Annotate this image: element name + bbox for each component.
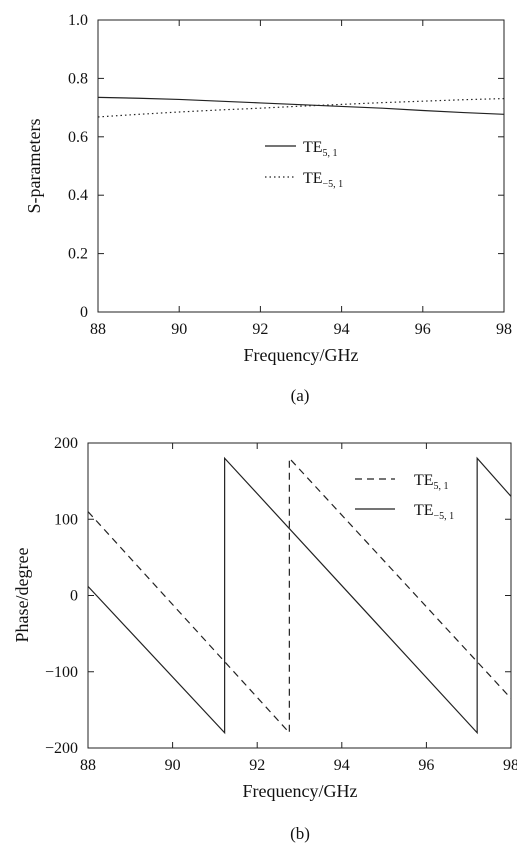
y-tick-label: 1.0	[68, 12, 88, 29]
x-tick-label: 94	[334, 757, 350, 774]
x-tick-label: 88	[90, 321, 106, 338]
plot-frame-a	[97, 19, 505, 313]
x-tick-label: 96	[418, 757, 434, 774]
x-tick-label: 98	[496, 321, 512, 338]
legend-b: TE5, 1 TE−5, 1	[355, 472, 454, 522]
series-group-a	[97, 96, 505, 118]
y-tick-label: 0.4	[68, 187, 88, 204]
x-tick-label: 90	[165, 757, 181, 774]
x-axis-title-b: Frequency/GHz	[243, 781, 358, 801]
panel-label-b: (b)	[290, 824, 310, 843]
legend-label-0: TE5, 1	[414, 472, 449, 492]
series-line-1	[97, 97, 505, 118]
y-axis-title-a: S-parameters	[24, 119, 44, 214]
x-axis-title-a: Frequency/GHz	[244, 345, 359, 365]
series-line-0	[87, 456, 512, 735]
y-tick-label: 100	[54, 511, 78, 528]
y-tick-label: 0.2	[68, 246, 88, 263]
x-tick-label: 90	[171, 321, 187, 338]
y-tick-label: −100	[45, 664, 78, 681]
x-tick-label: 96	[415, 321, 431, 338]
y-axis-title-b: Phase/degree	[12, 548, 32, 643]
y-tick-label: 0.6	[68, 129, 88, 146]
y-tick-label: −200	[45, 740, 78, 757]
x-tick-label: 94	[334, 321, 350, 338]
chart-panel-b: 88 90 92 94 96 98 −200 −100 0 100 200 TE5, 1 TE−5,…	[12, 435, 517, 843]
legend-label-1: TE−5, 1	[303, 170, 343, 190]
axis-ticks-a: 88 90 92 94 96 98 0 0.2 0.4 0.6 0.8 1.0	[68, 12, 512, 338]
y-tick-label: 0.8	[68, 70, 88, 87]
x-tick-label: 92	[249, 757, 265, 774]
y-tick-label: 0	[80, 304, 88, 321]
x-tick-label: 92	[252, 321, 268, 338]
legend-a: TE5, 1 TE−5, 1	[265, 139, 343, 190]
x-tick-label: 98	[503, 757, 517, 774]
legend-label-0: TE5, 1	[303, 139, 338, 159]
x-tick-label: 88	[80, 757, 96, 774]
chart-panel-a: 88 90 92 94 96 98 0 0.2 0.4 0.6 0.8 1.0 TE5, 1 TE−5…	[24, 12, 512, 405]
series-line-0	[97, 96, 505, 115]
legend-label-1: TE−5, 1	[414, 502, 454, 522]
axis-ticks-b: 88 90 92 94 96 98 −200 −100 0 100 200	[45, 435, 517, 774]
y-tick-label: 200	[54, 435, 78, 452]
y-tick-label: 0	[70, 588, 78, 605]
panel-label-a: (a)	[291, 386, 310, 405]
series-line-1	[87, 456, 512, 735]
series-group-b	[87, 456, 512, 735]
